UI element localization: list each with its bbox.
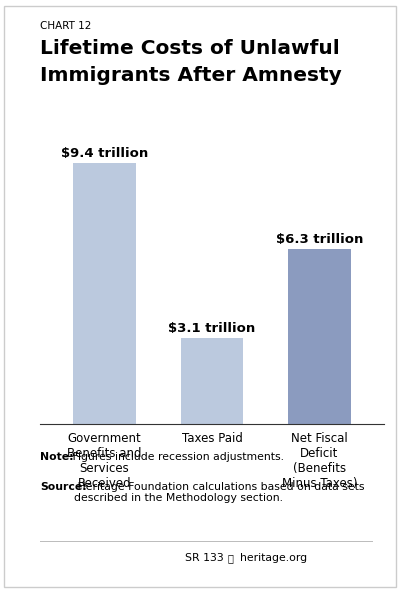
Text: Lifetime Costs of Unlawful: Lifetime Costs of Unlawful	[40, 39, 340, 58]
Bar	[181, 338, 243, 424]
Text: Heritage Foundation calculations based on data sets
described in the Methodology: Heritage Foundation calculations based o…	[74, 482, 365, 503]
Text: heritage.org: heritage.org	[240, 553, 307, 563]
Text: $3.1 trillion: $3.1 trillion	[168, 322, 256, 334]
Text: $9.4 trillion: $9.4 trillion	[61, 147, 148, 160]
Text: Note:: Note:	[40, 452, 74, 462]
Bar	[73, 163, 136, 424]
Text: CHART 12: CHART 12	[40, 21, 91, 31]
Text: SR 133: SR 133	[185, 553, 224, 563]
Text: Source:: Source:	[40, 482, 87, 492]
Text: Figures include recession adjustments.: Figures include recession adjustments.	[69, 452, 284, 462]
Text: ⛔: ⛔	[227, 553, 233, 563]
Text: $6.3 trillion: $6.3 trillion	[276, 233, 363, 246]
Text: Immigrants After Amnesty: Immigrants After Amnesty	[40, 66, 342, 85]
Bar	[288, 249, 351, 424]
